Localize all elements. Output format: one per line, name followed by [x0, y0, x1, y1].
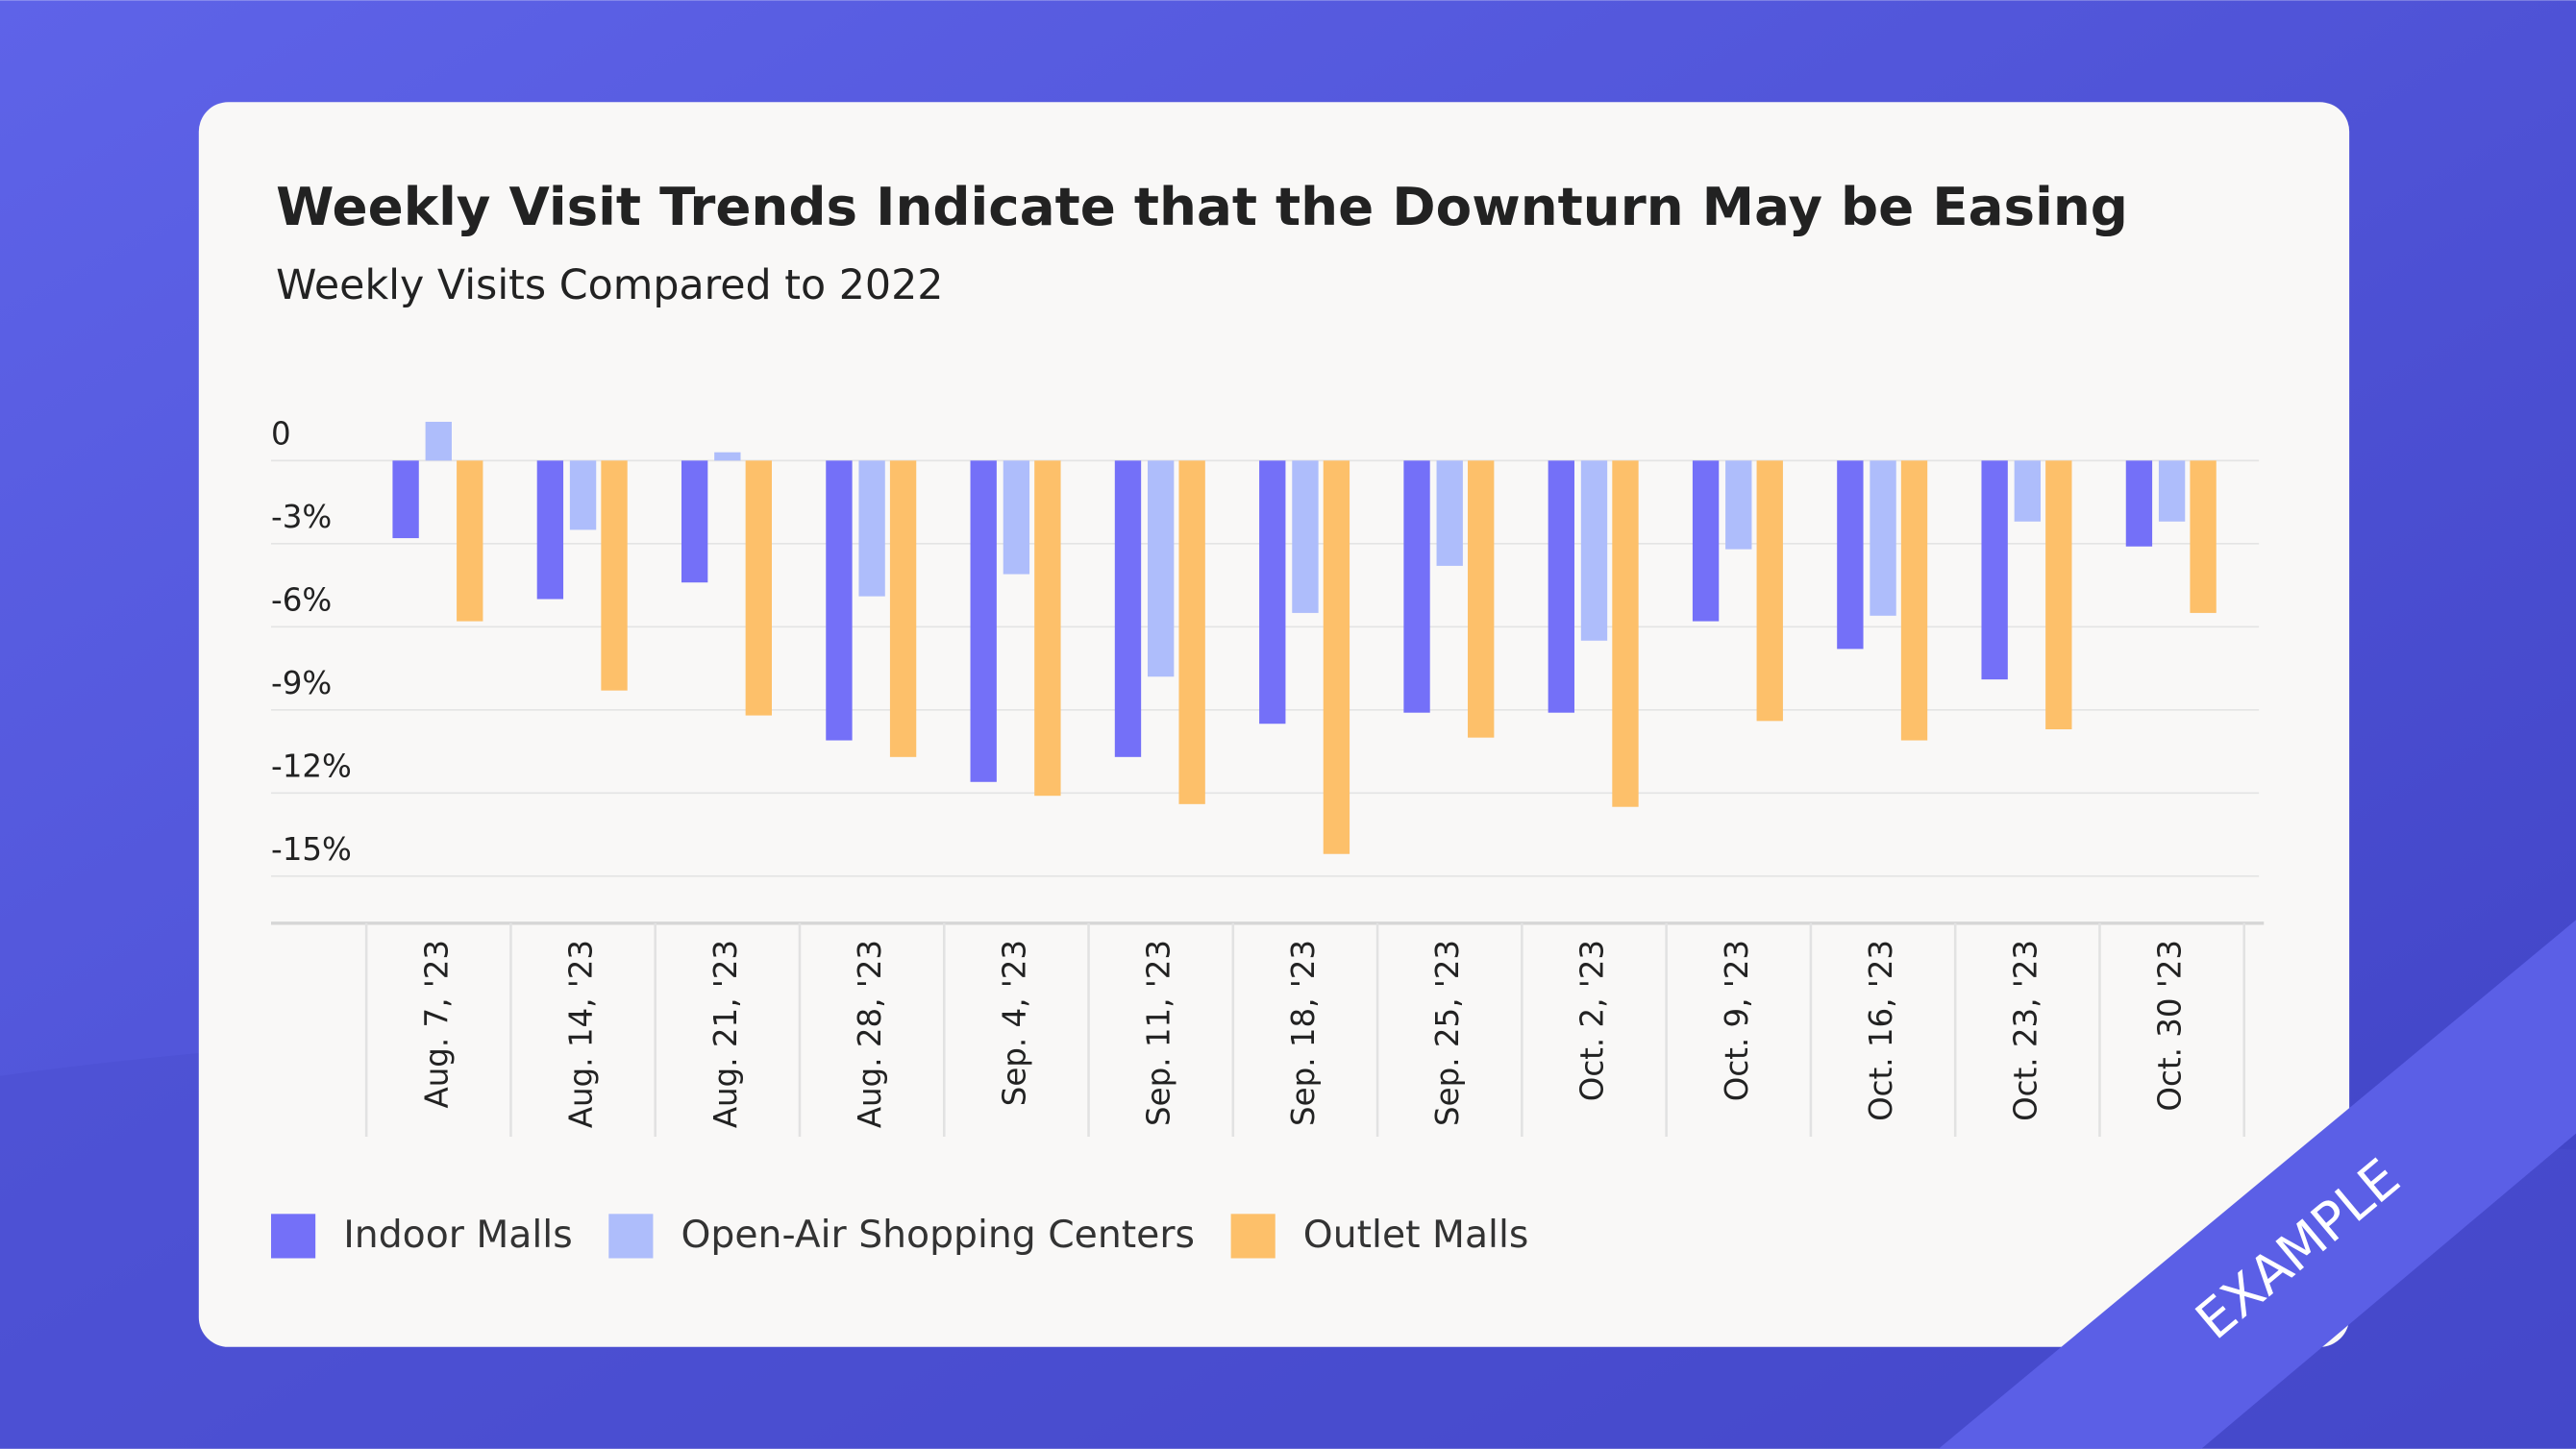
- bar: [1870, 460, 1896, 616]
- bar: [1403, 460, 1430, 713]
- bar: [2158, 460, 2186, 522]
- bar: [1003, 460, 1030, 575]
- x-tick-label: Sep. 11, '23: [1141, 940, 1177, 1126]
- legend-swatch: [271, 1214, 316, 1259]
- y-tick-label: -12%: [271, 749, 352, 785]
- badge-ribbon: [1938, 920, 2576, 1449]
- bar: [826, 460, 853, 741]
- bar: [1837, 460, 1864, 650]
- legend-label: Indoor Malls: [343, 1214, 572, 1257]
- bar: [1981, 460, 2008, 680]
- x-tick-label: Oct. 2, '23: [1573, 940, 1610, 1101]
- bar: [1114, 460, 1142, 757]
- x-tick-label: Sep. 4, '23: [996, 940, 1032, 1106]
- chart-subtitle: Weekly Visits Compared to 2022: [276, 261, 943, 309]
- x-tick-label: Sep. 25, '23: [1429, 940, 1466, 1126]
- bar: [1178, 460, 1205, 804]
- bar: [536, 460, 564, 600]
- x-tick-label: Aug. 14, '23: [563, 940, 600, 1128]
- bar: [1292, 460, 1319, 613]
- legend-label: Outlet Malls: [1303, 1214, 1529, 1257]
- bar: [1612, 460, 1639, 807]
- x-tick-label: Aug. 28, '23: [852, 940, 888, 1128]
- bar: [1034, 460, 1061, 797]
- bar: [745, 460, 772, 716]
- bar: [1147, 460, 1175, 677]
- bar: [425, 421, 452, 461]
- bar: [569, 460, 597, 530]
- y-tick-label: -15%: [271, 831, 352, 868]
- y-tick-label: -3%: [271, 499, 332, 535]
- bar: [1548, 460, 1574, 713]
- legend-label: Open-Air Shopping Centers: [681, 1214, 1195, 1257]
- y-tick-label: -9%: [271, 665, 332, 701]
- bar: [2045, 460, 2072, 729]
- legend-swatch: [608, 1214, 654, 1259]
- bar: [858, 460, 885, 597]
- bar: [1580, 460, 1608, 641]
- bar: [1436, 460, 1463, 566]
- bar: [1900, 460, 1928, 741]
- x-tick-label: Oct. 30 '23: [2152, 940, 2189, 1112]
- bar: [392, 460, 419, 539]
- bar: [1323, 460, 1350, 854]
- chart-title: Weekly Visit Trends Indicate that the Do…: [276, 176, 2128, 237]
- bar: [457, 460, 483, 622]
- bar: [601, 460, 628, 691]
- x-tick-label: Oct. 16, '23: [1863, 940, 1899, 1121]
- bar: [714, 452, 741, 461]
- bar: [970, 460, 997, 782]
- bar: [2014, 460, 2042, 522]
- x-tick-label: Aug. 21, '23: [707, 940, 744, 1128]
- x-tick-label: Oct. 9, '23: [1719, 940, 1755, 1101]
- x-tick-label: Oct. 23, '23: [2007, 940, 2043, 1121]
- bar: [2190, 460, 2217, 613]
- y-tick-label: 0: [271, 416, 291, 453]
- bar: [1259, 460, 1286, 724]
- bar: [889, 460, 917, 757]
- bar: [1756, 460, 1783, 722]
- bar: [1692, 460, 1720, 622]
- bar: [2125, 460, 2153, 547]
- bar: [681, 460, 708, 583]
- bar: [1725, 460, 1752, 550]
- x-tick-label: Aug. 7, '23: [418, 940, 455, 1109]
- x-tick-label: Sep. 18, '23: [1285, 940, 1322, 1126]
- legend-swatch: [1230, 1214, 1276, 1259]
- bar: [1468, 460, 1495, 738]
- y-tick-label: -6%: [271, 582, 332, 619]
